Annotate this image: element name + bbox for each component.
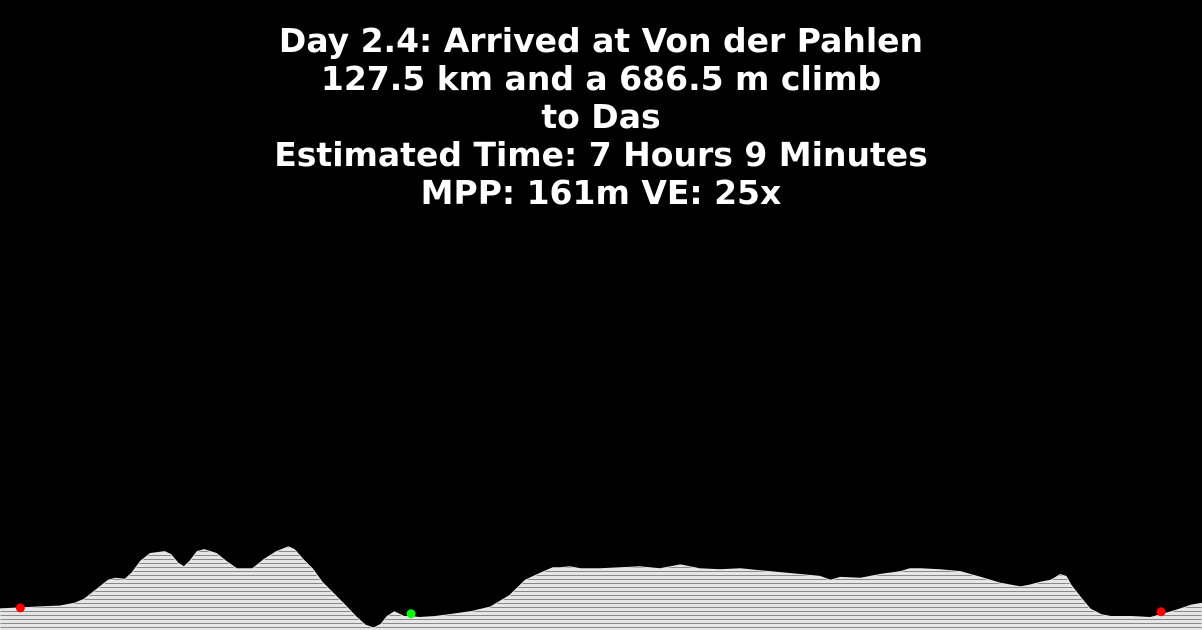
scale-info-text: MPP: 161m VE: 25x [420,173,782,212]
route-marker-red-1 [15,603,25,613]
elevation-area [0,546,1202,630]
route-marker-green-2 [406,609,416,619]
distance-climb-text: 127.5 km and a 686.5 m climb [320,59,882,98]
destination-text: to Das [541,97,661,136]
route-marker-red-3 [1156,607,1166,617]
estimated-time-text: Estimated Time: 7 Hours 9 Minutes [274,135,928,174]
title-block: Day 2.4: Arrived at Von der Pahlen 127.5… [0,22,1202,212]
chart-title: Day 2.4: Arrived at Von der Pahlen [278,21,924,60]
